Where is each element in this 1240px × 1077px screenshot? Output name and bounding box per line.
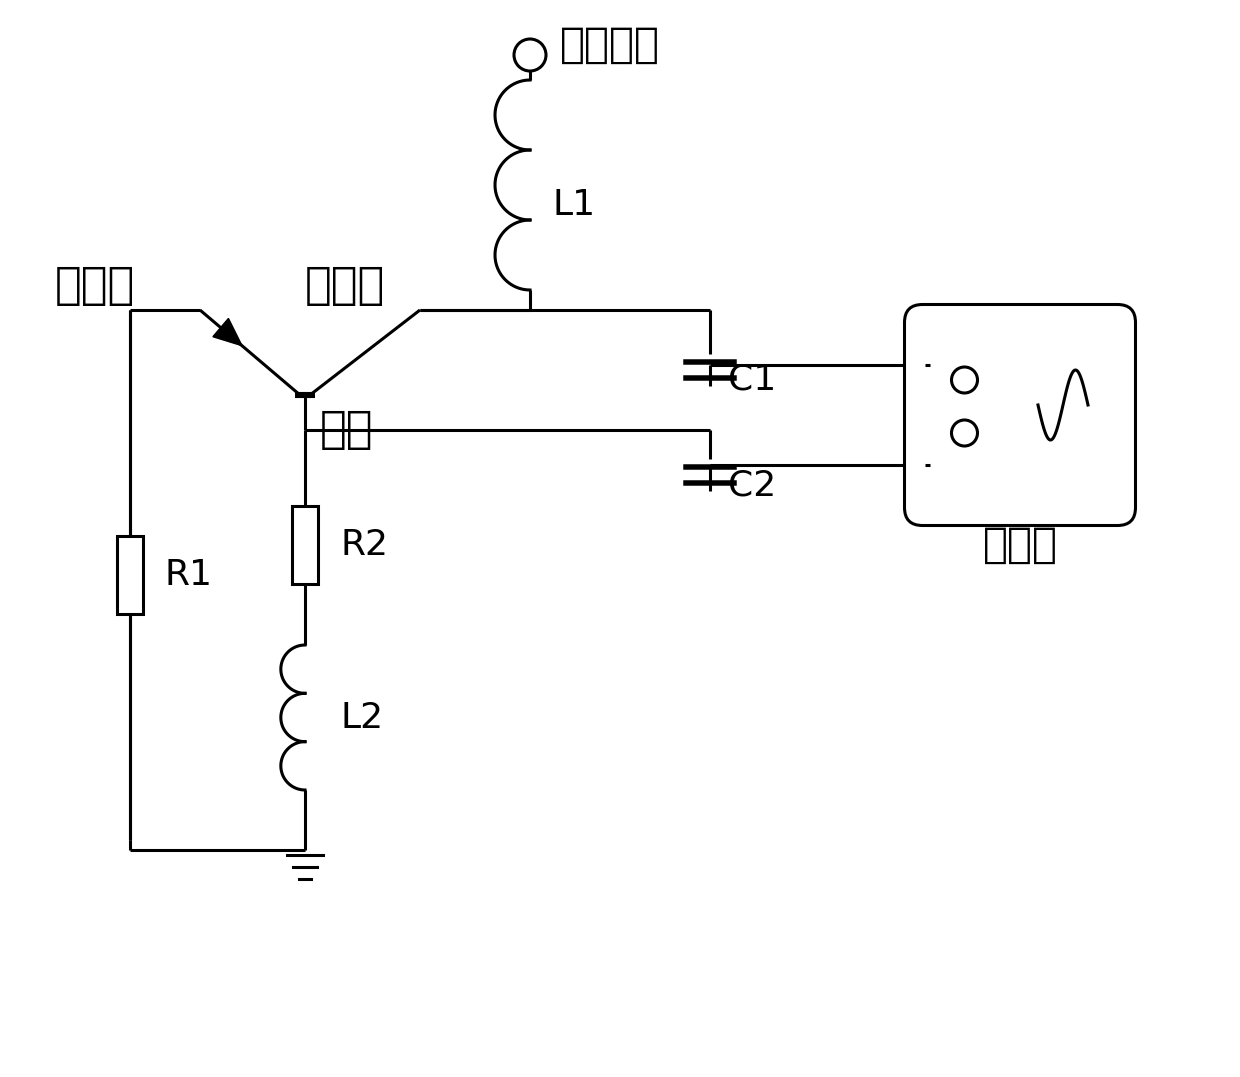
Bar (117, 536, 143, 614)
Text: C1: C1 (728, 363, 776, 397)
Text: L2: L2 (340, 700, 383, 735)
Circle shape (951, 367, 977, 393)
Text: 发射极: 发射极 (55, 264, 135, 307)
Text: 示波器: 示波器 (982, 524, 1058, 567)
FancyBboxPatch shape (904, 305, 1136, 526)
Text: 基极: 基极 (320, 408, 373, 451)
Text: R2: R2 (340, 528, 388, 562)
Circle shape (951, 420, 977, 446)
Polygon shape (213, 319, 242, 346)
Text: C2: C2 (728, 468, 776, 502)
Text: 驱动电压: 驱动电压 (560, 24, 660, 66)
Text: 集电极: 集电极 (305, 264, 386, 307)
Text: R1: R1 (165, 558, 213, 592)
Circle shape (515, 39, 546, 71)
Text: L1: L1 (552, 188, 595, 222)
Bar (291, 506, 317, 584)
